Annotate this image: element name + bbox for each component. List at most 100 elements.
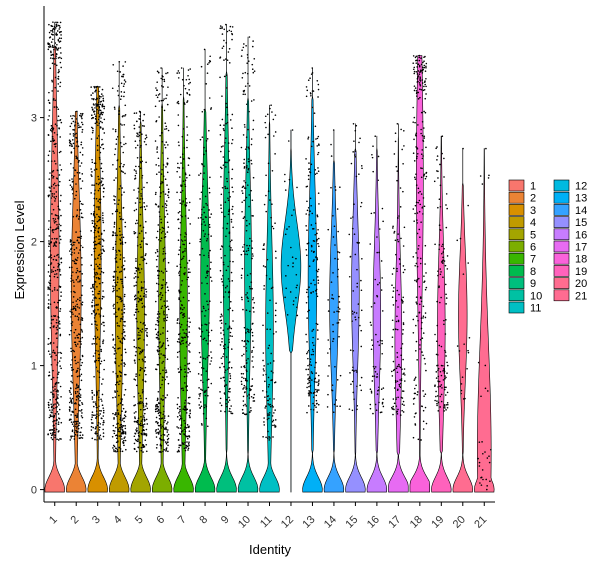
x-tick-label: 2	[69, 514, 82, 527]
data-point	[203, 406, 206, 409]
data-point	[155, 87, 157, 89]
data-point	[178, 290, 181, 293]
data-point	[395, 300, 398, 302]
legend-swatch-2	[508, 191, 525, 204]
data-point	[115, 352, 117, 354]
data-point	[206, 274, 209, 277]
data-point	[201, 163, 204, 166]
data-point	[443, 247, 445, 250]
data-point	[229, 372, 231, 375]
data-point	[224, 201, 227, 204]
data-point	[139, 243, 142, 246]
data-point	[400, 379, 403, 382]
data-point	[395, 165, 398, 168]
legend-label-10: 10	[530, 290, 542, 302]
data-point	[178, 274, 181, 277]
data-point	[166, 316, 169, 319]
data-point	[292, 303, 295, 306]
data-point	[183, 428, 186, 431]
data-point	[160, 67, 162, 69]
data-point	[181, 78, 184, 81]
data-point	[202, 218, 204, 221]
data-point	[245, 386, 247, 388]
data-point	[72, 142, 75, 145]
data-point	[102, 271, 105, 274]
data-point	[434, 243, 436, 246]
data-point	[180, 239, 183, 241]
data-point	[143, 339, 145, 341]
data-point	[94, 438, 96, 441]
data-point	[349, 255, 352, 258]
data-point	[161, 78, 164, 81]
data-point	[75, 259, 78, 261]
data-point	[349, 372, 351, 374]
data-point	[317, 83, 320, 86]
data-point	[490, 448, 492, 451]
data-point	[378, 228, 381, 230]
data-point	[414, 387, 416, 390]
data-point	[115, 451, 117, 453]
data-point	[70, 414, 72, 416]
data-point	[70, 387, 72, 390]
data-point	[144, 433, 146, 435]
data-point	[267, 414, 269, 417]
data-point	[243, 43, 245, 45]
data-point	[240, 253, 243, 256]
data-point	[188, 299, 190, 302]
data-point	[241, 298, 243, 301]
data-point	[143, 125, 145, 127]
data-point	[424, 316, 427, 319]
data-point	[164, 146, 167, 149]
data-point	[180, 424, 183, 427]
data-point	[121, 342, 124, 344]
data-point	[251, 298, 254, 301]
data-point	[162, 247, 165, 250]
data-point	[438, 248, 440, 251]
data-point	[270, 352, 272, 355]
data-point	[140, 402, 142, 405]
data-point	[60, 261, 63, 264]
data-point	[336, 208, 339, 210]
data-point	[73, 147, 75, 150]
data-point	[103, 330, 105, 333]
data-point	[425, 272, 427, 274]
data-point	[157, 432, 159, 434]
data-point	[133, 412, 136, 414]
data-point	[98, 178, 100, 180]
data-point	[316, 295, 319, 298]
data-point	[114, 281, 117, 284]
data-point	[204, 394, 207, 397]
data-point	[139, 263, 141, 266]
data-point	[185, 233, 187, 236]
data-point	[95, 243, 98, 246]
data-point	[185, 426, 188, 429]
data-point	[120, 363, 122, 365]
data-point	[115, 254, 118, 256]
data-point	[226, 285, 228, 287]
data-point	[124, 113, 127, 116]
data-point	[119, 230, 121, 233]
data-point	[70, 366, 73, 369]
data-point	[161, 226, 164, 229]
legend-swatch-21	[553, 289, 570, 302]
data-point	[94, 427, 97, 430]
data-point	[275, 331, 277, 333]
data-point	[359, 324, 361, 327]
data-point	[185, 375, 188, 377]
data-point	[102, 95, 104, 97]
data-point	[206, 238, 209, 240]
data-point	[182, 339, 184, 342]
data-point	[73, 174, 76, 177]
data-point	[94, 280, 96, 283]
data-point	[77, 218, 80, 220]
data-point	[274, 114, 277, 116]
data-point	[124, 276, 127, 279]
data-point	[99, 158, 101, 161]
data-point	[184, 179, 187, 182]
data-point	[124, 348, 126, 351]
data-point	[336, 379, 339, 381]
data-point	[166, 231, 169, 233]
data-point	[143, 186, 145, 189]
data-point	[421, 79, 424, 81]
data-point	[220, 404, 223, 407]
